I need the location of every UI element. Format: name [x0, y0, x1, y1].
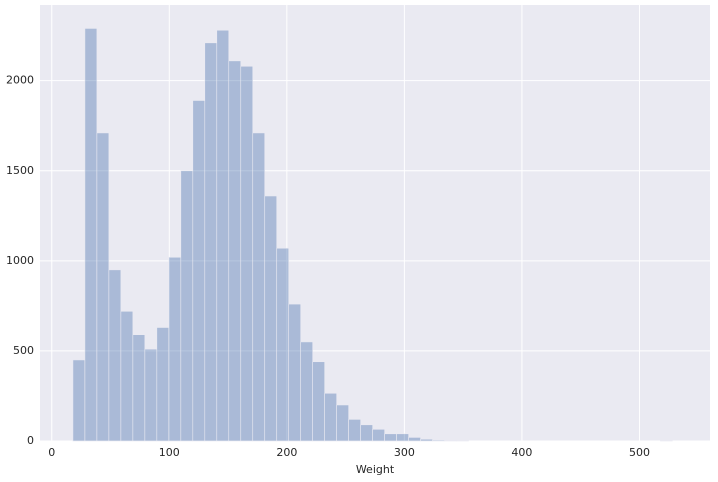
- bar: [240, 65, 254, 442]
- bar: [84, 28, 98, 442]
- bar: [408, 437, 421, 442]
- plot-area: [40, 5, 710, 441]
- bar: [276, 247, 290, 442]
- bar: [120, 310, 134, 442]
- bar: [204, 42, 218, 442]
- bar: [168, 256, 182, 442]
- bar: [144, 348, 158, 442]
- y-tick-label: 1000: [6, 254, 34, 267]
- bar: [432, 439, 445, 442]
- bar: [216, 29, 230, 442]
- bar: [384, 433, 397, 442]
- bar: [192, 100, 206, 442]
- y-tick-label: 500: [13, 344, 34, 357]
- y-tick-label: 2000: [6, 74, 34, 87]
- x-tick-label: 200: [276, 446, 297, 459]
- y-tick-label: 0: [27, 434, 34, 447]
- bar: [324, 392, 337, 442]
- bar: [132, 334, 146, 442]
- x-tick-label: 300: [394, 446, 415, 459]
- bar: [252, 132, 266, 442]
- bar: [264, 195, 278, 442]
- x-axis-label: Weight: [356, 463, 395, 476]
- bar: [96, 132, 110, 442]
- x-tick-label: 400: [511, 446, 532, 459]
- bar: [336, 404, 349, 442]
- bar: [348, 419, 361, 442]
- bar: [444, 440, 457, 442]
- bar: [72, 359, 86, 442]
- bar: [420, 438, 433, 442]
- bar: [312, 361, 325, 442]
- y-tick-label: 1500: [6, 164, 34, 177]
- bar: [360, 424, 373, 442]
- bar: [228, 60, 242, 442]
- bar: [288, 303, 302, 442]
- x-tick-label: 0: [48, 446, 55, 459]
- bar: [300, 341, 314, 442]
- x-tick-label: 500: [629, 446, 650, 459]
- x-tick-label: 100: [159, 446, 180, 459]
- bar: [396, 433, 409, 442]
- bar: [108, 269, 122, 442]
- bar: [156, 327, 170, 442]
- bar: [372, 428, 385, 442]
- bar: [180, 170, 194, 442]
